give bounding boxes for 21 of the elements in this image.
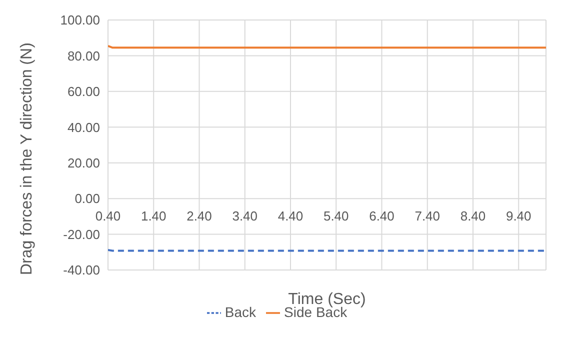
x-tick-label: 3.40 (232, 208, 258, 224)
y-tick-label: -40.00 (63, 262, 100, 278)
x-tick-label: 7.40 (414, 208, 440, 224)
y-tick-label: -20.00 (63, 226, 100, 242)
x-tick-label: 6.40 (369, 208, 394, 224)
y-tick-label: 80.00 (67, 48, 100, 64)
y-tick-label: 20.00 (67, 155, 100, 170)
y-tick-label: 40.00 (67, 120, 100, 135)
y-tick-label: 100.00 (60, 12, 100, 28)
x-tick-label: 2.40 (186, 208, 212, 224)
x-tick-label: 0.40 (95, 208, 121, 224)
y-axis-title: Drag forces in the Y direction (N) (18, 42, 36, 275)
x-axis-title: Time (Sec) (288, 291, 366, 308)
x-tick-label: 4.40 (278, 208, 304, 224)
y-tick-label: 0.00 (74, 191, 100, 206)
x-tick-label: 8.40 (460, 208, 486, 224)
x-tick-label: 1.40 (140, 208, 166, 224)
x-tick-label: 9.40 (506, 208, 532, 224)
legend-label: Back (224, 304, 256, 320)
x-tick-label: 5.40 (323, 208, 349, 224)
y-tick-label: 60.00 (67, 84, 100, 100)
